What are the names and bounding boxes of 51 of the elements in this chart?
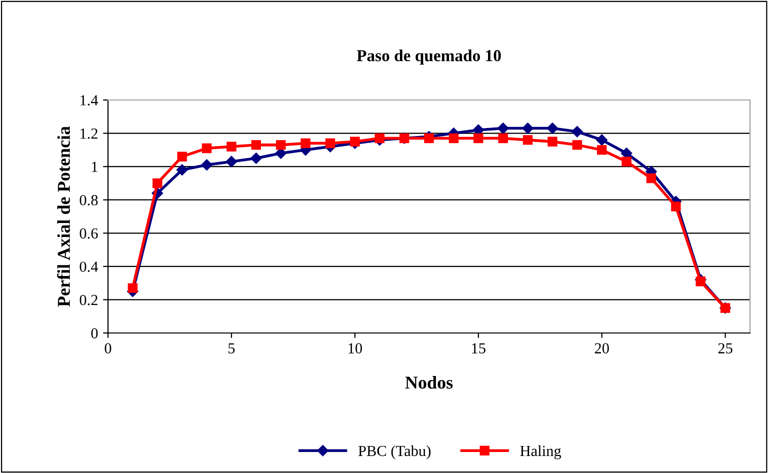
point: [300, 138, 310, 148]
point: [350, 136, 360, 146]
x-axis-title: Nodos: [405, 376, 453, 389]
y-tick-label: 0: [91, 328, 98, 338]
x-tick-label: 10: [348, 343, 362, 354]
point: [424, 133, 434, 144]
y-tick-label: 0.2: [80, 294, 98, 306]
point: [572, 126, 583, 138]
point: [572, 140, 582, 150]
y-tick-label: 0.6: [80, 228, 98, 239]
point: [374, 133, 384, 144]
y-tick-label: 0.4: [80, 262, 98, 272]
point: [548, 136, 558, 146]
point: [250, 152, 262, 164]
x-tick-label: 0: [104, 343, 112, 354]
point: [497, 122, 509, 134]
x-tick-label: 25: [718, 343, 732, 354]
point: [448, 133, 459, 144]
point: [226, 156, 238, 168]
point: [325, 138, 336, 148]
x-tick-label: 20: [594, 343, 609, 354]
point: [202, 143, 212, 154]
point: [474, 133, 484, 144]
x-tick-label: 15: [472, 343, 486, 354]
y-axis-title: Perfil Axial de Potencia: [57, 126, 70, 307]
point: [522, 135, 533, 145]
point: [498, 133, 508, 144]
point: [226, 142, 236, 152]
point: [177, 152, 187, 162]
point: [128, 283, 138, 293]
point: [276, 140, 286, 150]
point: [522, 122, 534, 134]
point: [201, 159, 212, 171]
point: [671, 202, 681, 212]
point: [646, 173, 656, 184]
y-tick-label: 1.4: [80, 95, 98, 106]
point: [152, 178, 162, 188]
legend-label: PBC (Tabu): [358, 445, 430, 460]
x-tick-label: 5: [228, 343, 235, 354]
point: [596, 145, 607, 155]
chart-title: Paso de quemado 10: [356, 50, 501, 65]
point: [546, 122, 558, 134]
point: [251, 140, 262, 150]
y-tick-label: 1: [92, 162, 98, 172]
legend-label: Haling: [520, 445, 562, 460]
point: [622, 156, 632, 166]
point: [596, 134, 608, 146]
y-tick-label: 1.2: [80, 128, 98, 139]
y-tick-label: 0.8: [80, 195, 98, 206]
point: [176, 164, 188, 176]
point: [696, 276, 706, 286]
